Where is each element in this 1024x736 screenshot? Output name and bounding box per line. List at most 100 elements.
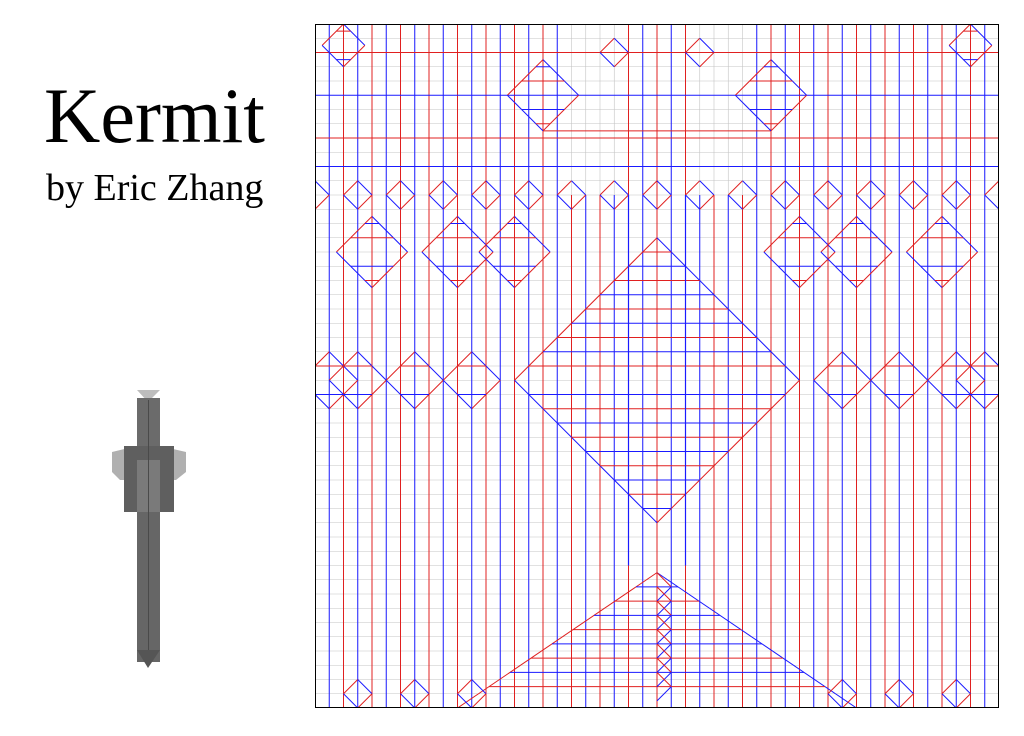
top-flap [699, 37, 715, 53]
crease-folds [315, 24, 999, 708]
bottom-flap [941, 679, 957, 695]
preview-tip-bottom [137, 650, 160, 668]
toe-molecule [315, 194, 330, 210]
designer-credit: by Eric Zhang [46, 167, 264, 209]
finger-molecule [984, 393, 999, 410]
model-title: Kermit [44, 72, 265, 159]
toe-molecule [613, 180, 629, 196]
head-zigzag [656, 672, 672, 687]
corner-flap [948, 45, 971, 68]
finger-molecule [315, 351, 330, 367]
toe-molecule [514, 194, 530, 210]
folded-model-preview [112, 390, 186, 668]
limb-molecule [514, 251, 551, 288]
toe-molecule [784, 180, 800, 196]
toe-molecule [528, 180, 544, 196]
bottom-flap [827, 679, 843, 695]
toe-molecule [913, 194, 929, 210]
toe-molecule [870, 180, 886, 196]
limb-molecule [906, 216, 943, 253]
head-zigzag [656, 600, 672, 616]
top-flap [613, 37, 629, 53]
bottom-flap [343, 693, 359, 708]
bottom-flap [343, 679, 359, 695]
toe-molecule [599, 194, 615, 210]
limb-molecule [421, 216, 458, 253]
bottom-flap [471, 693, 487, 708]
eye-molecule [735, 94, 772, 132]
bottom-flap [400, 693, 416, 708]
limb-molecule [478, 251, 515, 288]
toe-molecule [856, 180, 872, 196]
finger-molecule [984, 351, 999, 367]
toe-molecule [856, 194, 872, 210]
eye-molecule [507, 59, 544, 96]
toe-molecule [727, 194, 743, 210]
toe-molecule [955, 194, 971, 210]
limb-molecule [799, 251, 836, 288]
toe-molecule [984, 194, 999, 210]
bottom-flap [414, 679, 430, 695]
toe-molecule [400, 180, 416, 196]
corner-flap [343, 45, 366, 68]
toe-molecule [343, 194, 359, 210]
limb-molecule [371, 251, 408, 288]
toe-molecule [642, 194, 658, 210]
bottom-flap [357, 679, 373, 695]
head-zigzag [656, 629, 672, 645]
limb-molecule [799, 216, 836, 253]
toe-molecule [571, 194, 587, 210]
toe-molecule [315, 180, 330, 196]
bottom-flap [471, 679, 487, 695]
toe-molecule [827, 194, 843, 210]
top-flap [613, 52, 629, 68]
limb-molecule [820, 216, 857, 253]
head-zigzag [656, 643, 672, 659]
head-zigzag [656, 586, 672, 602]
toe-molecule [514, 180, 530, 196]
corner-flap [948, 24, 971, 46]
toe-molecule [898, 194, 914, 210]
top-flap [685, 52, 701, 68]
toe-molecule [685, 194, 701, 210]
preview-tip-top [137, 390, 160, 402]
eye-molecule [542, 94, 579, 132]
toe-molecule [742, 180, 758, 196]
limb-molecule [941, 251, 978, 288]
corner-flap [321, 45, 344, 68]
limb-molecule [514, 216, 551, 253]
toe-molecule [571, 180, 587, 196]
limb-molecule [457, 216, 494, 253]
top-flap [685, 37, 701, 53]
toe-molecule [357, 194, 373, 210]
limb-molecule [336, 216, 373, 253]
toe-molecule [898, 180, 914, 196]
toe-molecule [599, 180, 615, 196]
bottom-flap [898, 693, 914, 708]
toe-molecule [827, 180, 843, 196]
bottom-flap [457, 679, 473, 695]
toe-molecule [385, 180, 401, 196]
head-zigzag [656, 686, 672, 702]
bottom-flap [941, 693, 957, 708]
bottom-flap [884, 679, 900, 695]
crease-pattern [315, 24, 999, 708]
limb-molecule [906, 251, 943, 288]
toe-molecule [613, 194, 629, 210]
toe-molecule [813, 180, 829, 196]
bottom-flap [884, 693, 900, 708]
head-molecule [656, 572, 857, 708]
paper-border [315, 24, 999, 708]
top-flap [599, 52, 615, 68]
toe-molecule [442, 194, 458, 210]
limb-molecule [478, 216, 515, 253]
toe-molecule [913, 180, 929, 196]
corner-flap [970, 24, 993, 46]
top-flap [599, 37, 615, 53]
toe-molecule [813, 194, 829, 210]
toe-molecule [699, 180, 715, 196]
toe-molecule [556, 180, 572, 196]
corner-flap [343, 24, 366, 46]
bottom-flap [955, 693, 971, 708]
toe-molecule [685, 180, 701, 196]
